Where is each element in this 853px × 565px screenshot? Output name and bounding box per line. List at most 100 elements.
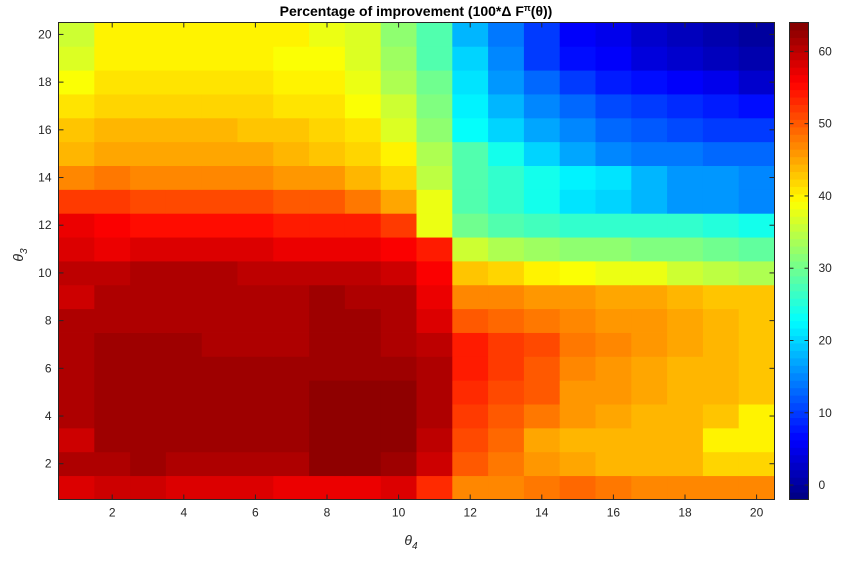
heatmap-cell — [58, 22, 95, 47]
heatmap-cell — [201, 141, 238, 166]
heatmap-cell — [523, 284, 561, 310]
heatmap-cell — [595, 165, 632, 190]
heatmap-cell — [380, 308, 417, 333]
heatmap-cell — [702, 427, 740, 453]
heatmap-cell — [523, 46, 561, 71]
heatmap-cell — [559, 451, 596, 477]
heatmap-cell — [416, 308, 453, 333]
heatmap-cell — [702, 380, 740, 405]
heatmap-cell — [416, 117, 453, 143]
heatmap-cell — [523, 117, 561, 143]
heatmap-cell — [631, 213, 668, 238]
heatmap-cell — [380, 46, 417, 71]
heatmap-cell — [667, 213, 704, 238]
heatmap-cell — [201, 46, 238, 71]
colorbar-segment — [789, 439, 809, 448]
heatmap-cell — [488, 475, 525, 500]
heatmap-cell — [452, 117, 489, 143]
colorbar-segment — [789, 298, 809, 307]
colorbar-segment — [789, 395, 809, 404]
heatmap-cell — [559, 308, 596, 333]
heatmap-cell — [702, 261, 740, 286]
heatmap-cell — [344, 94, 382, 119]
heatmap-cell — [631, 380, 668, 405]
heatmap-cell — [416, 165, 453, 190]
heatmap-cell — [416, 284, 453, 310]
plot-frame — [58, 22, 775, 500]
heatmap-cell — [667, 237, 704, 262]
colorbar-segment — [789, 372, 809, 381]
heatmap-cell — [380, 261, 417, 286]
heatmap-cell — [416, 427, 453, 453]
heatmap-cell — [416, 141, 453, 166]
heatmap-cell — [309, 237, 346, 262]
y-tick-label: 12 — [38, 218, 52, 232]
heatmap-cell — [702, 475, 740, 500]
chart-title-tail: (θ)) — [531, 3, 553, 19]
y-axis-subscript: 3 — [19, 248, 30, 254]
heatmap-cell — [488, 237, 525, 262]
colorbar-segment — [789, 462, 809, 471]
heatmap-cell — [488, 332, 525, 357]
heatmap-cell — [452, 70, 489, 95]
heatmap-cell — [738, 356, 775, 381]
heatmap-cell — [738, 308, 775, 333]
heatmap-cell — [237, 165, 274, 190]
heatmap-cell — [595, 237, 632, 262]
heatmap-cell — [201, 189, 238, 214]
heatmap-cell — [738, 237, 775, 262]
heatmap-cell — [595, 404, 632, 429]
heatmap-cell — [165, 451, 203, 477]
heatmap-cell — [631, 284, 668, 310]
colorbar-segment — [789, 59, 809, 68]
heatmap-cell — [58, 427, 95, 453]
heatmap-cell — [309, 284, 346, 310]
colorbar-segment — [789, 320, 809, 329]
heatmap-cell — [309, 332, 346, 357]
heatmap-cell — [488, 189, 525, 214]
heatmap-cell — [94, 70, 131, 95]
x-axis-ticks: 2 4 6 8 10 12 14 16 18 20 — [109, 22, 764, 520]
heatmap-cell — [702, 308, 740, 333]
colorbar-segment — [789, 201, 809, 210]
heatmap-cell — [130, 165, 167, 190]
heatmap-cell — [559, 22, 596, 47]
colorbar-segment — [789, 193, 809, 202]
colorbar-segment — [789, 432, 809, 441]
heatmap-cell — [344, 189, 382, 214]
heatmap-cell — [416, 356, 453, 381]
heatmap-cell — [667, 427, 704, 453]
x-axis-symbol: θ — [404, 532, 412, 548]
heatmap-cell — [559, 332, 596, 357]
heatmap-cell — [237, 189, 274, 214]
colorbar-segment — [789, 37, 809, 46]
heatmap-cell — [165, 356, 203, 381]
heatmap-cell — [94, 284, 131, 310]
heatmap-cell — [201, 475, 238, 500]
heatmap-cell — [416, 451, 453, 477]
heatmap-cell — [452, 451, 489, 477]
y-axis-ticks: 2 4 6 8 10 12 14 16 18 20 — [38, 27, 775, 471]
heatmap-cell — [237, 213, 274, 238]
colorbar-segment — [789, 216, 809, 225]
heatmap-cell — [667, 94, 704, 119]
heatmap-cell — [595, 70, 632, 95]
heatmap-cell — [130, 22, 167, 47]
heatmap-cell — [165, 46, 203, 71]
heatmap-cell — [452, 94, 489, 119]
heatmap-cell — [559, 117, 596, 143]
colorbar-segment — [789, 402, 809, 411]
heatmap-cell — [130, 117, 167, 143]
heatmap-cell — [523, 94, 561, 119]
x-tick-label: 10 — [392, 506, 406, 520]
heatmap-cell — [559, 356, 596, 381]
heatmap-cell — [523, 332, 561, 357]
heatmap-cell — [631, 261, 668, 286]
heatmap-cell — [165, 284, 203, 310]
heatmap-cell — [165, 165, 203, 190]
heatmap-cell — [559, 237, 596, 262]
heatmap-cell — [130, 356, 167, 381]
heatmap-cell — [58, 284, 95, 310]
heatmap-cell — [523, 356, 561, 381]
heatmap-cell — [344, 22, 382, 47]
